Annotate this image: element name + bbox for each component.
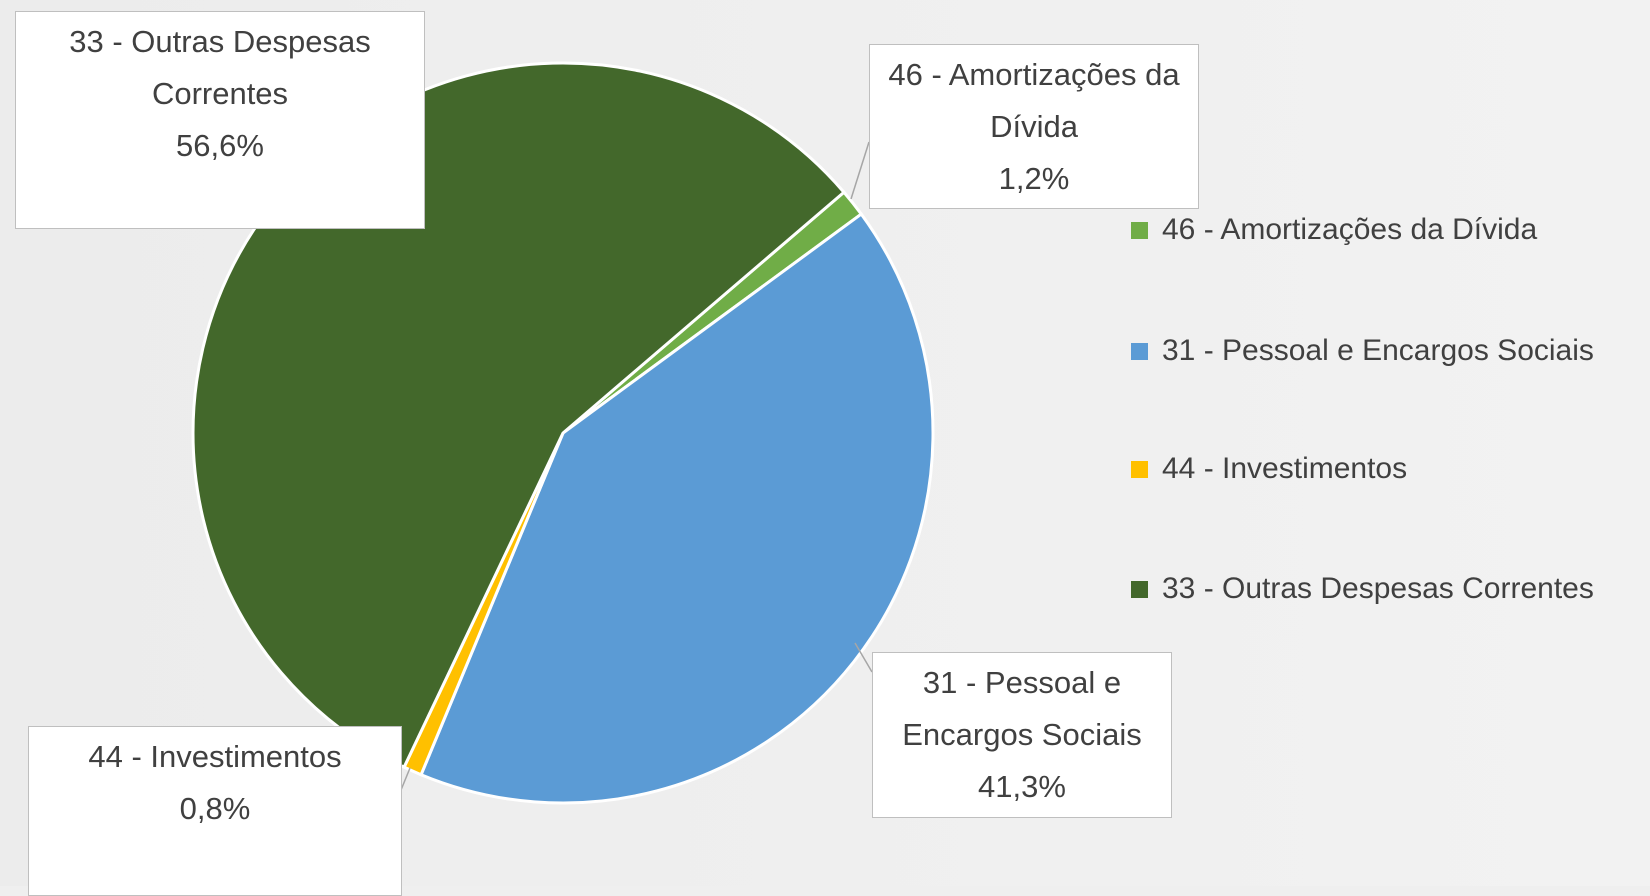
legend-item: 44 - Investimentos xyxy=(1131,444,1611,494)
leader-lines xyxy=(400,141,873,791)
data-label-value: 0,8% xyxy=(179,791,251,826)
data-label-value: 56,6% xyxy=(176,128,264,163)
leader-line xyxy=(850,141,870,200)
legend-item: 46 - Amortizações da Dívida xyxy=(1131,205,1611,255)
leader-line xyxy=(854,642,873,673)
data-label: 31 - Pessoal e Encargos Sociais 41,3% xyxy=(872,652,1172,818)
data-label: 33 - Outras Despesas Correntes 56,6% xyxy=(15,11,425,229)
data-label: 46 - Amortizações da Dívida 1,2% xyxy=(869,44,1199,209)
legend-swatch xyxy=(1131,222,1148,239)
data-label-category: 33 - Outras Despesas Correntes xyxy=(69,24,371,111)
legend-item: 31 - Pessoal e Encargos Sociais xyxy=(1131,326,1611,376)
legend-label: 46 - Amortizações da Dívida xyxy=(1162,213,1538,246)
data-label-value: 1,2% xyxy=(998,161,1070,196)
data-label-category: 31 - Pessoal e Encargos Sociais xyxy=(902,665,1142,752)
legend-swatch xyxy=(1131,343,1148,360)
legend-label: 33 - Outras Despesas Correntes xyxy=(1162,572,1594,605)
pie-slice xyxy=(419,211,935,805)
legend-label: 31 - Pessoal e Encargos Sociais xyxy=(1162,334,1594,367)
legend-label: 44 - Investimentos xyxy=(1162,452,1408,485)
data-label: 44 - Investimentos 0,8% xyxy=(28,726,402,896)
data-label-category: 46 - Amortizações da Dívida xyxy=(888,57,1180,144)
legend-swatch xyxy=(1131,461,1148,478)
leader-line xyxy=(400,767,411,791)
data-label-value: 41,3% xyxy=(978,769,1066,804)
legend-swatch xyxy=(1131,581,1148,598)
data-label-category: 44 - Investimentos xyxy=(88,739,342,774)
legend-item: 33 - Outras Despesas Correntes xyxy=(1131,564,1611,614)
slices xyxy=(191,61,935,805)
